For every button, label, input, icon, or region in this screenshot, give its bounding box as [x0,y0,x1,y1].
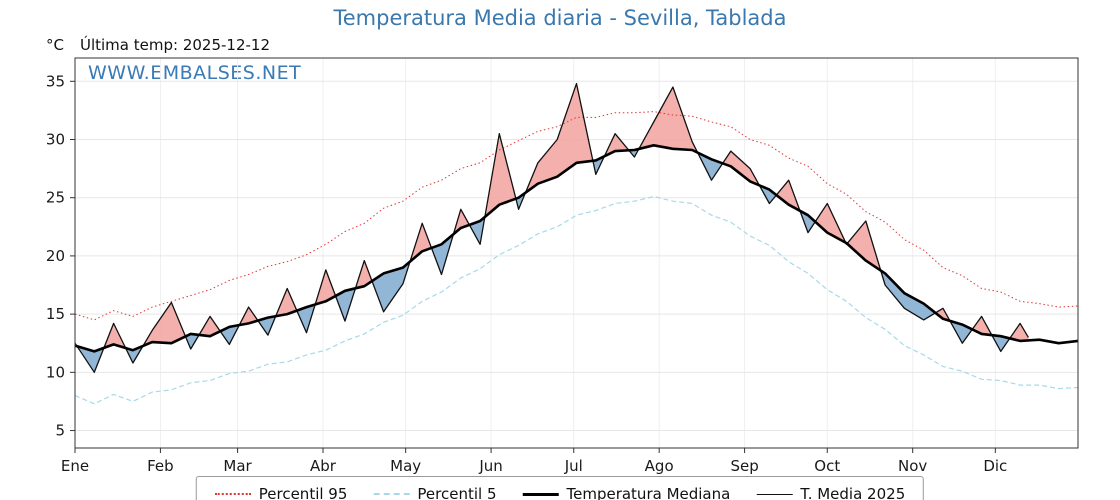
svg-text:10: 10 [46,363,65,381]
chart-legend: Percentil 95 Percentil 5 Temperatura Med… [195,476,925,500]
svg-text:15: 15 [46,305,65,323]
legend-item-percentil-95: Percentil 95 [214,485,348,500]
header-line: °C Última temp: 2025-12-12 [46,36,270,54]
chart-title: Temperatura Media diaria - Sevilla, Tabl… [333,6,787,30]
legend-item-media-2025: T. Media 2025 [756,485,905,500]
svg-text:Mar: Mar [223,457,252,475]
svg-text:Nov: Nov [898,457,927,475]
legend-label: Percentil 5 [417,485,497,500]
svg-text:Ago: Ago [645,457,674,475]
legend-item-mediana: Temperatura Mediana [522,485,730,500]
chart-canvas: 5 10 15 20 25 30 35 Ene Feb Mar Abr May Jun Jul Ago Sep… [46,57,1079,475]
percentil-95-line-swatch [214,493,251,495]
svg-text:Jul: Jul [564,457,583,475]
svg-text:Abr: Abr [310,457,337,475]
svg-text:Jun: Jun [478,457,502,475]
svg-text:20: 20 [46,247,65,265]
svg-text:Feb: Feb [147,457,174,475]
svg-text:35: 35 [46,72,65,90]
svg-text:25: 25 [46,189,65,207]
percentil-5-line-swatch [373,493,410,495]
mediana-line-swatch [522,492,559,496]
svg-text:May: May [390,457,421,475]
watermark-text: WWW.EMBALSES.NET [88,62,302,84]
legend-label: T. Media 2025 [800,485,906,500]
svg-text:Dic: Dic [983,457,1007,475]
media-2025-line-swatch [756,493,793,495]
svg-text:Sep: Sep [730,457,758,475]
legend-label: Temperatura Mediana [566,485,731,500]
legend-label: Percentil 95 [258,485,348,500]
last-temp-label: Última temp: 2025-12-12 [79,36,270,54]
svg-text:30: 30 [46,130,65,148]
y-axis-unit-label: °C [46,36,64,54]
legend-item-percentil-5: Percentil 5 [373,485,496,500]
svg-text:Ene: Ene [61,457,89,475]
svg-text:Oct: Oct [814,457,840,475]
svg-text:5: 5 [55,422,65,440]
